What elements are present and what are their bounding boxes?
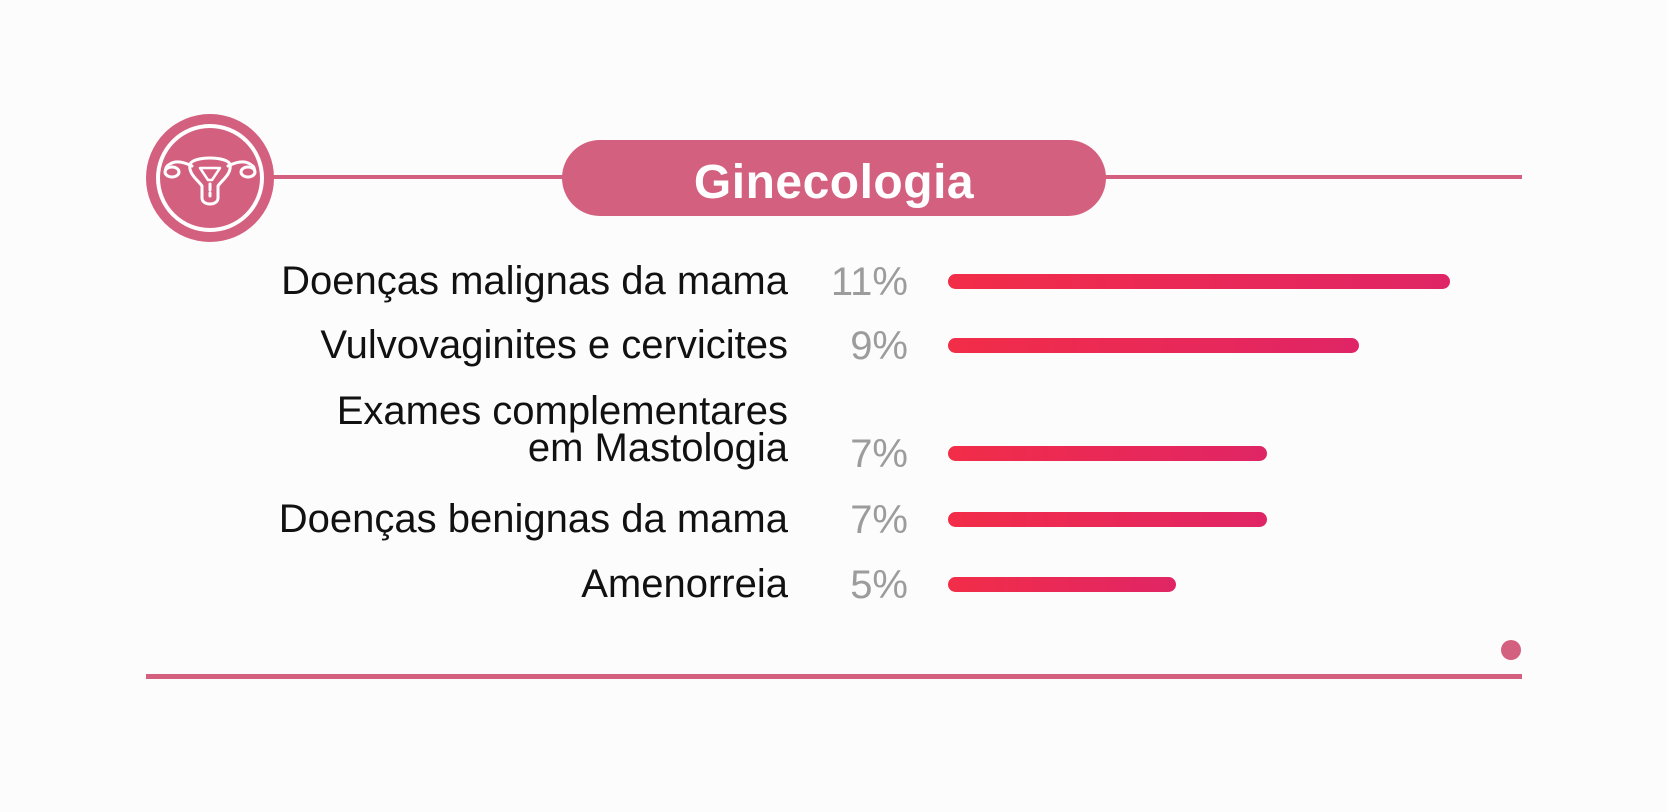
value-label: 11% — [830, 260, 908, 304]
bar — [948, 338, 1359, 353]
chart-title: Ginecologia — [693, 155, 975, 209]
value-label: 7% — [850, 432, 908, 476]
emblem-badge — [146, 114, 274, 242]
category-label: Vulvovaginites e cervicites — [320, 323, 788, 367]
category-label: Amenorreia — [581, 562, 788, 606]
bar — [948, 446, 1267, 461]
end-dot — [1501, 640, 1521, 660]
bar — [948, 274, 1450, 289]
footer-rule — [146, 674, 1522, 679]
uterus-icon — [156, 124, 264, 232]
title-banner: Ginecologia — [562, 140, 1106, 216]
category-label: Exames complementares em Mastologia — [336, 389, 788, 470]
bar — [948, 577, 1176, 592]
category-label: Doenças benignas da mama — [278, 497, 788, 541]
value-label: 5% — [850, 563, 908, 607]
value-label: 9% — [850, 324, 908, 368]
bar — [948, 512, 1267, 527]
category-label: Doenças malignas da mama — [281, 259, 788, 303]
value-label: 7% — [850, 498, 908, 542]
